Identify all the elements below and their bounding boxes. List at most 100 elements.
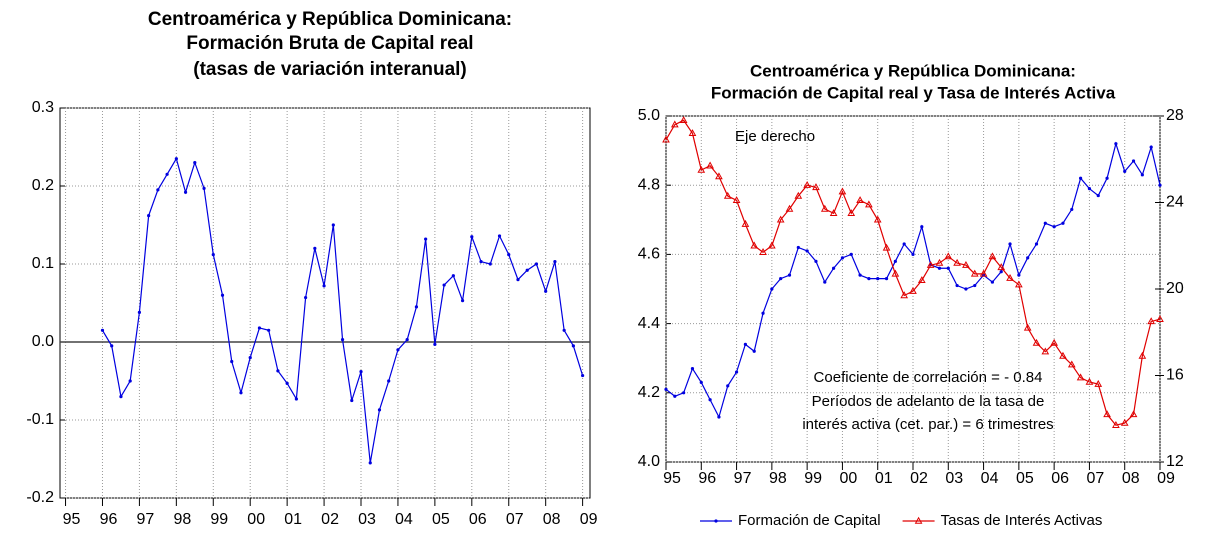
marker	[1034, 242, 1039, 246]
marker	[544, 289, 548, 293]
marker	[937, 266, 942, 270]
marker	[794, 191, 803, 199]
x-tick-label: 06	[1051, 470, 1069, 487]
marker	[796, 245, 800, 250]
marker	[497, 234, 502, 238]
marker	[220, 293, 225, 297]
marker	[525, 268, 529, 272]
marker	[823, 280, 827, 284]
marker	[451, 274, 455, 278]
chart-title: Formación Bruta de Capital real	[186, 33, 473, 54]
x-tick-label: 98	[173, 511, 191, 528]
marker	[662, 135, 670, 143]
marker	[814, 259, 818, 263]
marker	[368, 461, 372, 465]
marker	[1008, 242, 1012, 246]
marker	[732, 196, 741, 204]
marker	[562, 328, 566, 332]
y-tick-label: 4.6	[638, 246, 660, 263]
marker	[920, 225, 924, 229]
marker	[752, 349, 756, 353]
series-line	[665, 119, 1161, 426]
marker	[165, 172, 169, 176]
marker	[1158, 183, 1162, 187]
marker	[743, 342, 747, 346]
marker	[1138, 351, 1147, 359]
marker	[137, 310, 142, 314]
marker	[882, 243, 891, 251]
marker	[405, 338, 409, 342]
marker	[770, 287, 774, 291]
marker	[285, 381, 289, 385]
marker	[202, 186, 206, 190]
marker	[377, 408, 382, 412]
y-tick-label: 4.2	[638, 384, 660, 401]
marker	[1023, 323, 1032, 331]
y2-tick-label: 16	[1166, 367, 1184, 384]
marker	[534, 262, 539, 266]
marker	[239, 391, 243, 395]
marker	[100, 328, 105, 332]
marker	[359, 370, 363, 374]
marker	[664, 387, 668, 391]
x-tick-label: 02	[910, 470, 928, 487]
marker	[759, 248, 767, 255]
marker	[1043, 221, 1047, 225]
marker	[741, 219, 750, 227]
marker	[785, 204, 794, 212]
y-tick-label: 5.0	[638, 107, 660, 124]
marker	[946, 266, 950, 270]
marker	[110, 344, 114, 348]
x-tick-label: 05	[1016, 470, 1034, 487]
marker	[734, 370, 739, 374]
marker	[1006, 273, 1014, 281]
marker	[726, 384, 730, 388]
x-tick-label: 06	[469, 511, 487, 528]
marker	[1079, 176, 1083, 180]
annotation: Eje derecho	[735, 128, 815, 145]
chart-title: Formación de Capital real y Tasa de Inte…	[711, 83, 1116, 102]
marker	[697, 165, 706, 173]
annotation: Coeficiente de correlación = - 0.84	[814, 369, 1043, 386]
marker	[211, 253, 215, 257]
marker	[902, 242, 906, 246]
marker	[1041, 347, 1050, 355]
marker	[891, 269, 900, 277]
chart-title: Centroamérica y República Dominicana:	[148, 9, 512, 30]
marker	[979, 269, 988, 277]
marker	[1026, 256, 1030, 260]
marker	[304, 295, 308, 300]
y-tick-label: 4.4	[638, 315, 660, 332]
marker	[820, 204, 829, 212]
legend-label: Tasas de Interés Activas	[941, 512, 1103, 529]
y2-tick-label: 28	[1166, 107, 1184, 124]
series-line	[101, 157, 584, 464]
x-tick-label: 96	[698, 470, 716, 487]
marker	[1094, 379, 1103, 387]
x-tick-label: 05	[432, 511, 450, 528]
marker	[340, 338, 345, 342]
marker	[708, 398, 712, 402]
marker	[1156, 315, 1164, 322]
marker	[688, 129, 697, 136]
marker	[267, 328, 271, 332]
x-tick-label: 07	[1087, 470, 1105, 487]
marker	[387, 379, 391, 383]
marker	[460, 299, 465, 303]
y-tick-label: -0.1	[26, 411, 54, 428]
marker	[313, 246, 317, 250]
marker	[858, 273, 862, 277]
marker	[714, 519, 718, 523]
marker	[156, 188, 160, 192]
x-tick-label: 01	[875, 470, 893, 487]
marker	[1017, 273, 1021, 277]
marker	[276, 369, 280, 373]
marker	[322, 284, 326, 288]
marker	[962, 260, 970, 268]
marker	[849, 252, 853, 256]
marker	[183, 190, 188, 194]
marker	[1149, 145, 1153, 149]
marker	[1067, 360, 1076, 368]
marker	[840, 256, 845, 260]
